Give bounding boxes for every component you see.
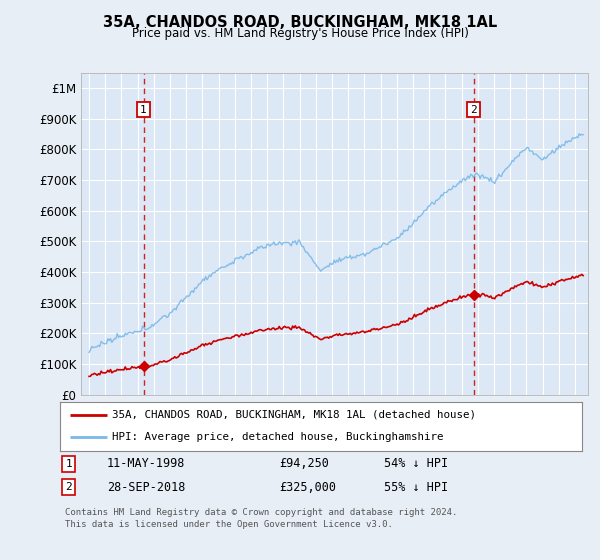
Text: Price paid vs. HM Land Registry's House Price Index (HPI): Price paid vs. HM Land Registry's House … — [131, 27, 469, 40]
Text: 11-MAY-1998: 11-MAY-1998 — [107, 458, 185, 470]
Text: 54% ↓ HPI: 54% ↓ HPI — [383, 458, 448, 470]
Text: £94,250: £94,250 — [279, 458, 329, 470]
Text: 28-SEP-2018: 28-SEP-2018 — [107, 480, 185, 494]
Text: 35A, CHANDOS ROAD, BUCKINGHAM, MK18 1AL (detached house): 35A, CHANDOS ROAD, BUCKINGHAM, MK18 1AL … — [112, 410, 476, 420]
Text: 55% ↓ HPI: 55% ↓ HPI — [383, 480, 448, 494]
Text: 35A, CHANDOS ROAD, BUCKINGHAM, MK18 1AL: 35A, CHANDOS ROAD, BUCKINGHAM, MK18 1AL — [103, 15, 497, 30]
Text: 2: 2 — [65, 482, 72, 492]
Text: HPI: Average price, detached house, Buckinghamshire: HPI: Average price, detached house, Buck… — [112, 432, 444, 442]
Text: Contains HM Land Registry data © Crown copyright and database right 2024.
This d: Contains HM Land Registry data © Crown c… — [65, 508, 458, 529]
Text: £325,000: £325,000 — [279, 480, 336, 494]
Text: 2: 2 — [470, 105, 477, 115]
Text: 1: 1 — [65, 459, 72, 469]
Text: 1: 1 — [140, 105, 147, 115]
